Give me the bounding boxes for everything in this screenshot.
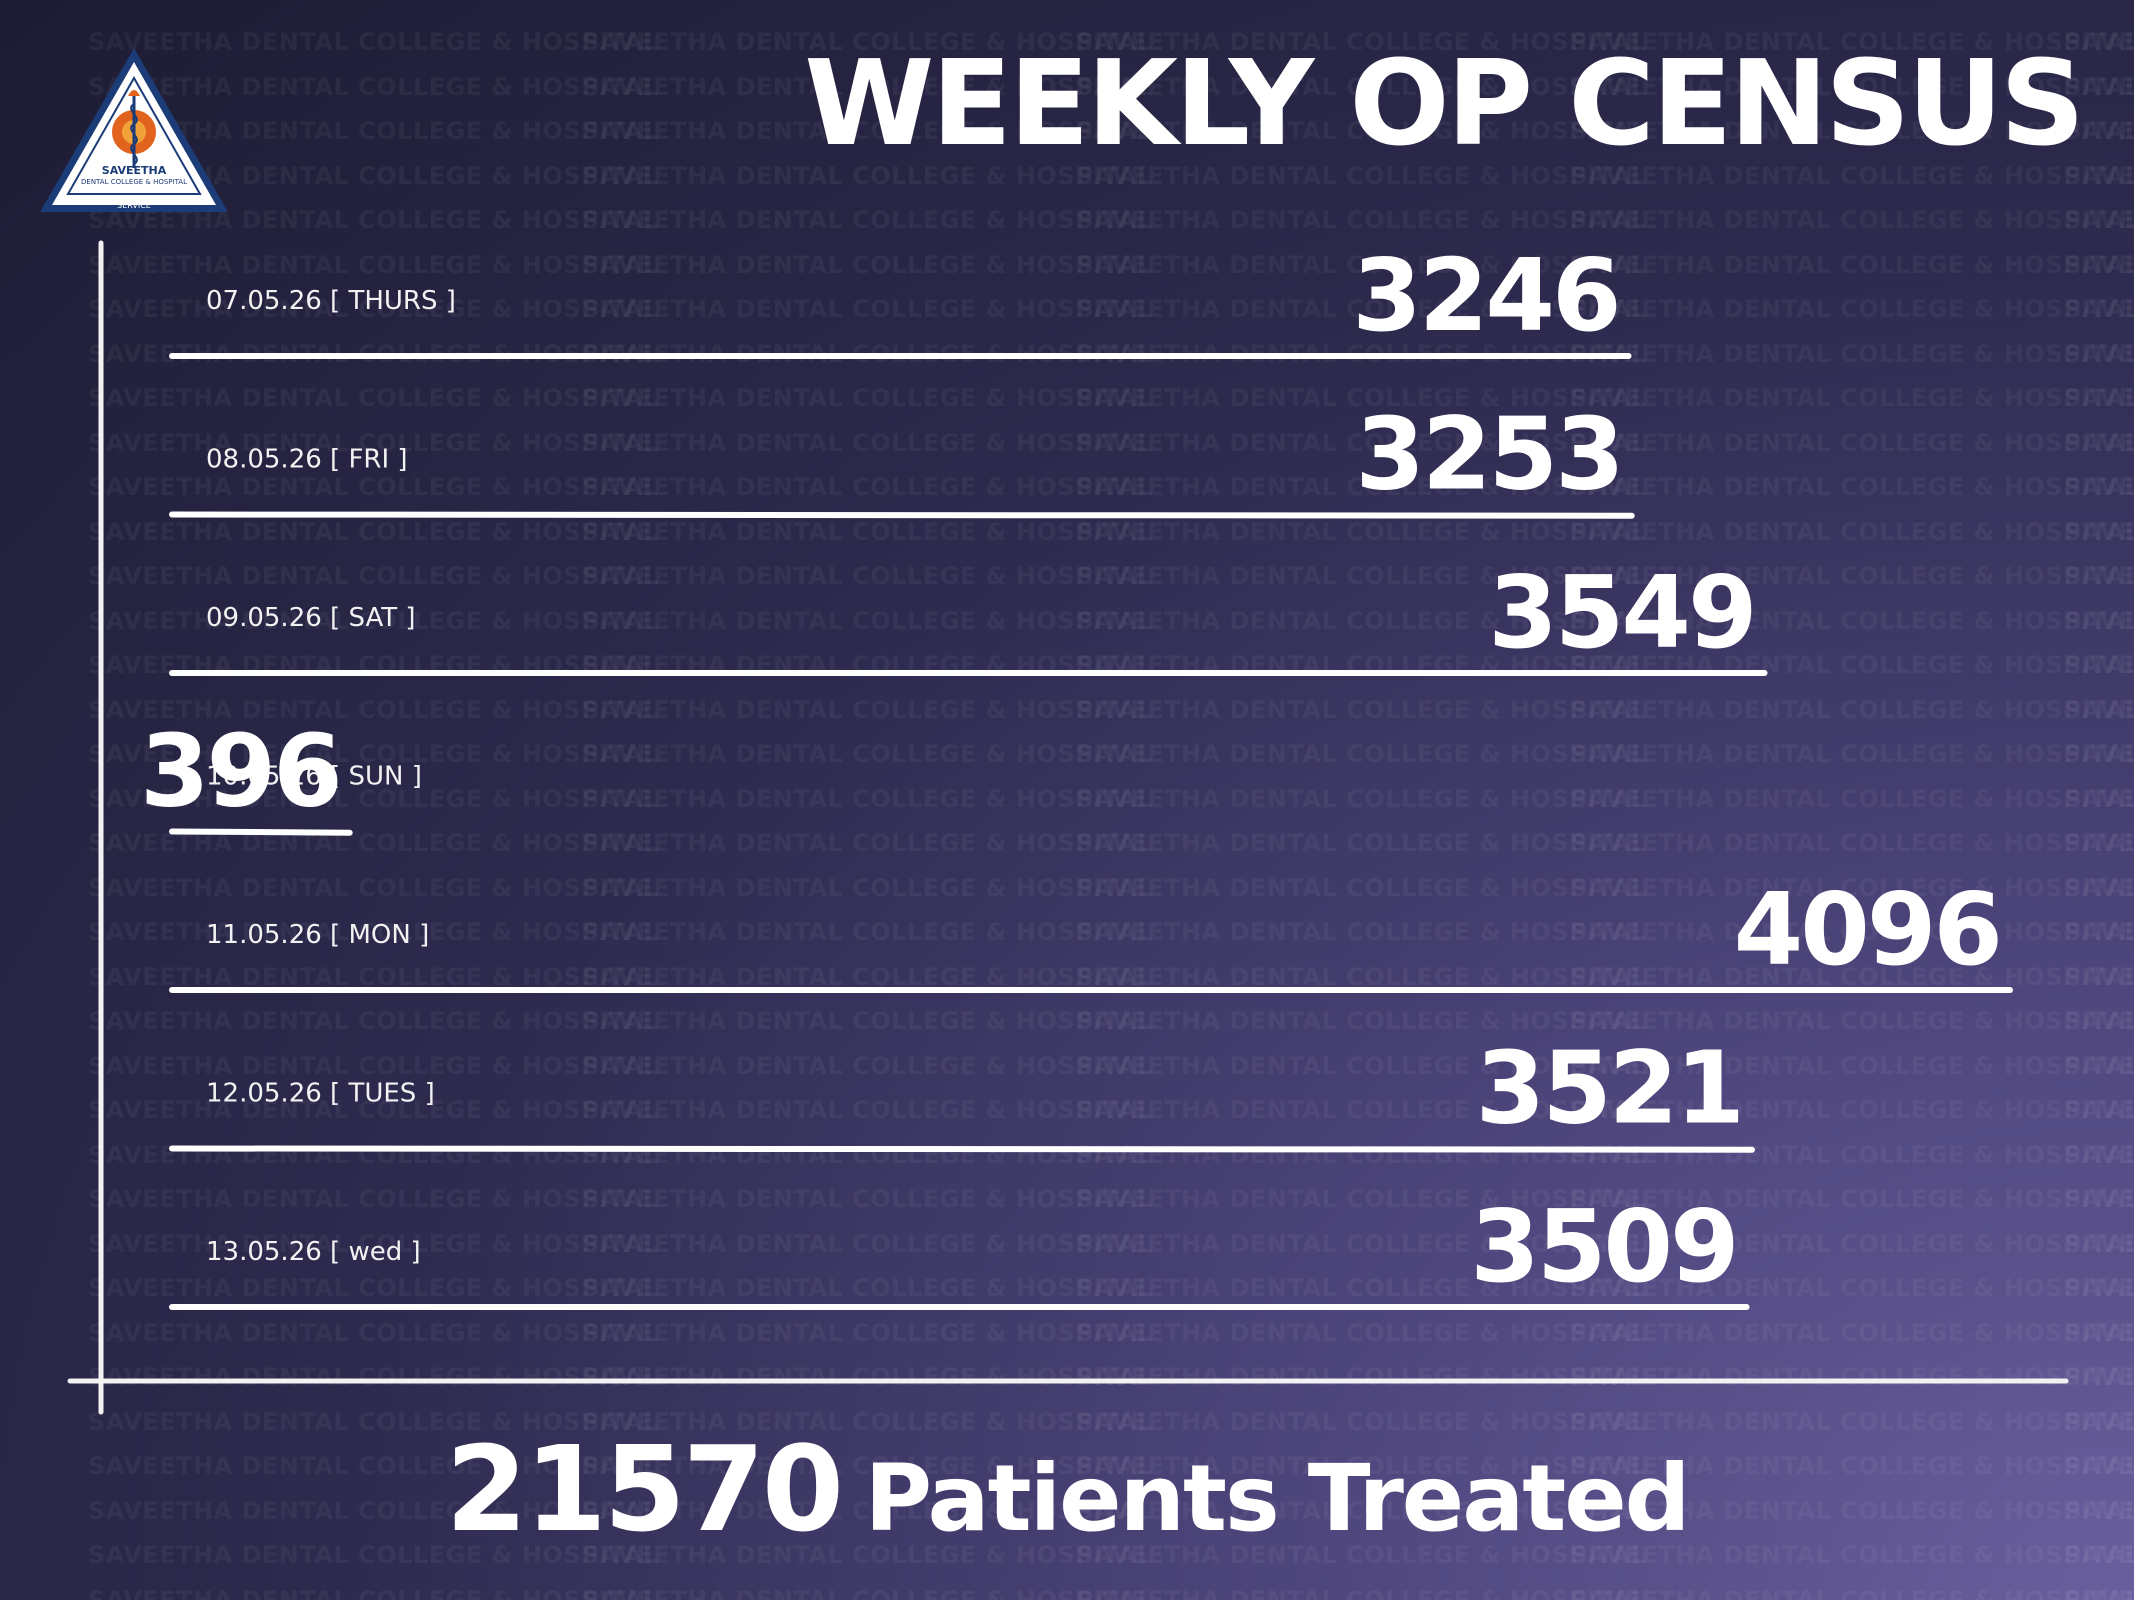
- logo-service-word: SERVICE: [117, 201, 151, 210]
- chart-bars: 07.05.26 [ THURS ] 3246 08.05.26 [ FRI ] 32…: [140, 237, 2013, 1310]
- category-label: 07.05.26 [ THURS ]: [206, 286, 456, 316]
- category-label: 10.05.26 [ SUN ]: [206, 762, 422, 792]
- bar: [169, 828, 353, 836]
- bar: [169, 511, 1635, 519]
- value-label: 3509: [1470, 1188, 1736, 1305]
- category-label: 09.05.26 [ SAT ]: [206, 603, 416, 633]
- triangle-logo-icon: [40, 48, 228, 212]
- value-label: 396: [140, 713, 340, 830]
- college-logo: SAVEETHA DENTAL COLLEGE & HOSPITAL SERVI…: [36, 44, 232, 216]
- total-patients-value: 21570: [445, 1420, 844, 1558]
- value-label: 3253: [1355, 396, 1621, 513]
- value-label: 4096: [1734, 871, 2000, 988]
- category-label: 11.05.26 [ MON ]: [206, 920, 429, 950]
- category-label: 13.05.26 [ wed ]: [206, 1237, 421, 1267]
- bar: [169, 1145, 1755, 1153]
- value-label: 3246: [1352, 237, 1618, 354]
- value-label: 3521: [1476, 1030, 1742, 1147]
- logo-name: SAVEETHA: [101, 164, 167, 177]
- total-patients-label: Patients Treated: [864, 1445, 1691, 1552]
- total-summary: 21570 Patients Treated: [0, 1430, 2134, 1548]
- logo-subtitle: DENTAL COLLEGE & HOSPITAL: [81, 178, 187, 186]
- category-label: 08.05.26 [ FRI ]: [206, 445, 408, 475]
- value-label: 3549: [1488, 554, 1754, 671]
- page-title: WEEKLY OP CENSUS: [804, 34, 2085, 172]
- category-label: 12.05.26 [ TUES ]: [206, 1079, 435, 1109]
- chart-axes: [67, 240, 2069, 1415]
